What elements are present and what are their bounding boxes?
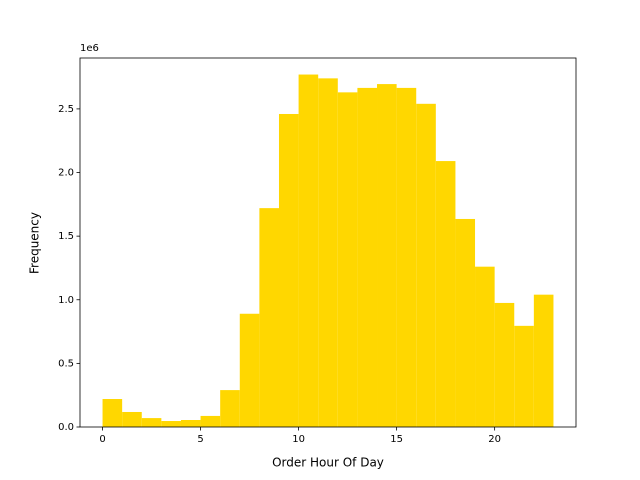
bar xyxy=(239,313,260,427)
bar xyxy=(337,92,358,428)
bar xyxy=(494,302,515,427)
bar xyxy=(435,161,456,427)
bar xyxy=(533,294,554,427)
y-tick-label: 0.0 xyxy=(58,422,74,433)
x-tick-label: 0 xyxy=(99,434,105,445)
bar xyxy=(396,87,417,427)
y-tick-label: 1.5 xyxy=(58,231,74,242)
x-tick-label: 5 xyxy=(197,434,203,445)
y-tick-label: 0.5 xyxy=(58,358,74,369)
bar xyxy=(122,411,142,427)
bar xyxy=(161,421,181,427)
offset-label: 1e6 xyxy=(80,43,99,54)
plot-frame xyxy=(79,57,577,428)
bar xyxy=(377,84,397,428)
bar xyxy=(475,266,495,427)
bar xyxy=(180,420,201,427)
y-axis-label: Frequency xyxy=(28,212,42,274)
bar xyxy=(141,418,162,427)
y-tick-label: 2.5 xyxy=(58,104,74,115)
x-axis-label: Order Hour Of Day xyxy=(272,456,384,470)
bar xyxy=(357,87,378,427)
y-tick-label: 1.0 xyxy=(58,295,74,306)
x-tick-label: 20 xyxy=(488,434,501,445)
bar xyxy=(278,113,299,427)
y-tick-label: 2.0 xyxy=(58,168,74,179)
bar xyxy=(455,218,476,427)
bar xyxy=(200,415,221,427)
x-tick-label: 10 xyxy=(292,434,305,445)
bar xyxy=(102,399,123,427)
bar xyxy=(416,103,436,428)
bar xyxy=(514,325,534,427)
x-tick-label: 15 xyxy=(390,434,403,445)
bar xyxy=(220,390,240,427)
bar xyxy=(298,74,319,427)
bar xyxy=(259,208,279,427)
bar xyxy=(318,78,338,428)
